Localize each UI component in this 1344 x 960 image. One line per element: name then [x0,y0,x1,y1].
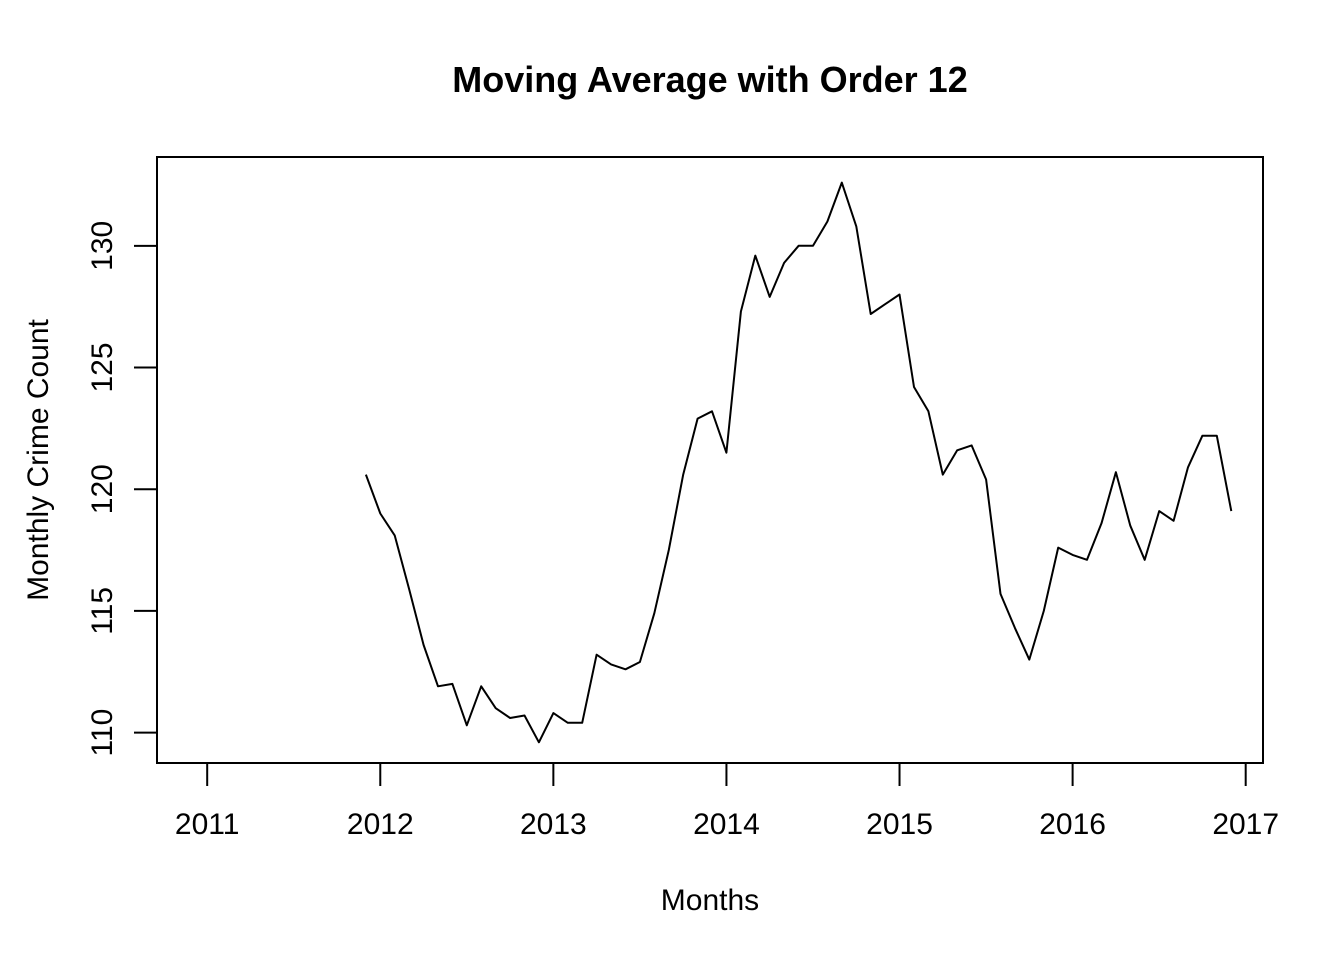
x-axis-label: Months [661,884,759,917]
x-tick-label: 2015 [866,808,933,841]
x-tick-label: 2016 [1039,808,1106,841]
x-axis: 2011 2012 2013 2014 2015 2016 2017 [175,762,1279,841]
x-tick-label: 2013 [520,808,587,841]
y-tick-label: 125 [86,342,119,392]
x-tick-label: 2017 [1212,808,1279,841]
y-tick-label: 115 [86,587,119,635]
y-tick-label: 110 [86,709,119,757]
x-tick-label: 2012 [347,808,414,841]
x-tick-label: 2014 [693,808,760,841]
series-line [364,181,1233,744]
chart-title: Moving Average with Order 12 [452,59,967,100]
y-axis-label: Monthly Crime Count [22,318,55,600]
series-group [364,181,1233,744]
y-axis: 110 115 120 125 130 [86,221,158,757]
y-tick-label: 120 [86,464,119,514]
y-tick-label: 130 [86,221,119,271]
plot-box [156,156,1264,764]
x-tick-label: 2011 [175,808,240,841]
